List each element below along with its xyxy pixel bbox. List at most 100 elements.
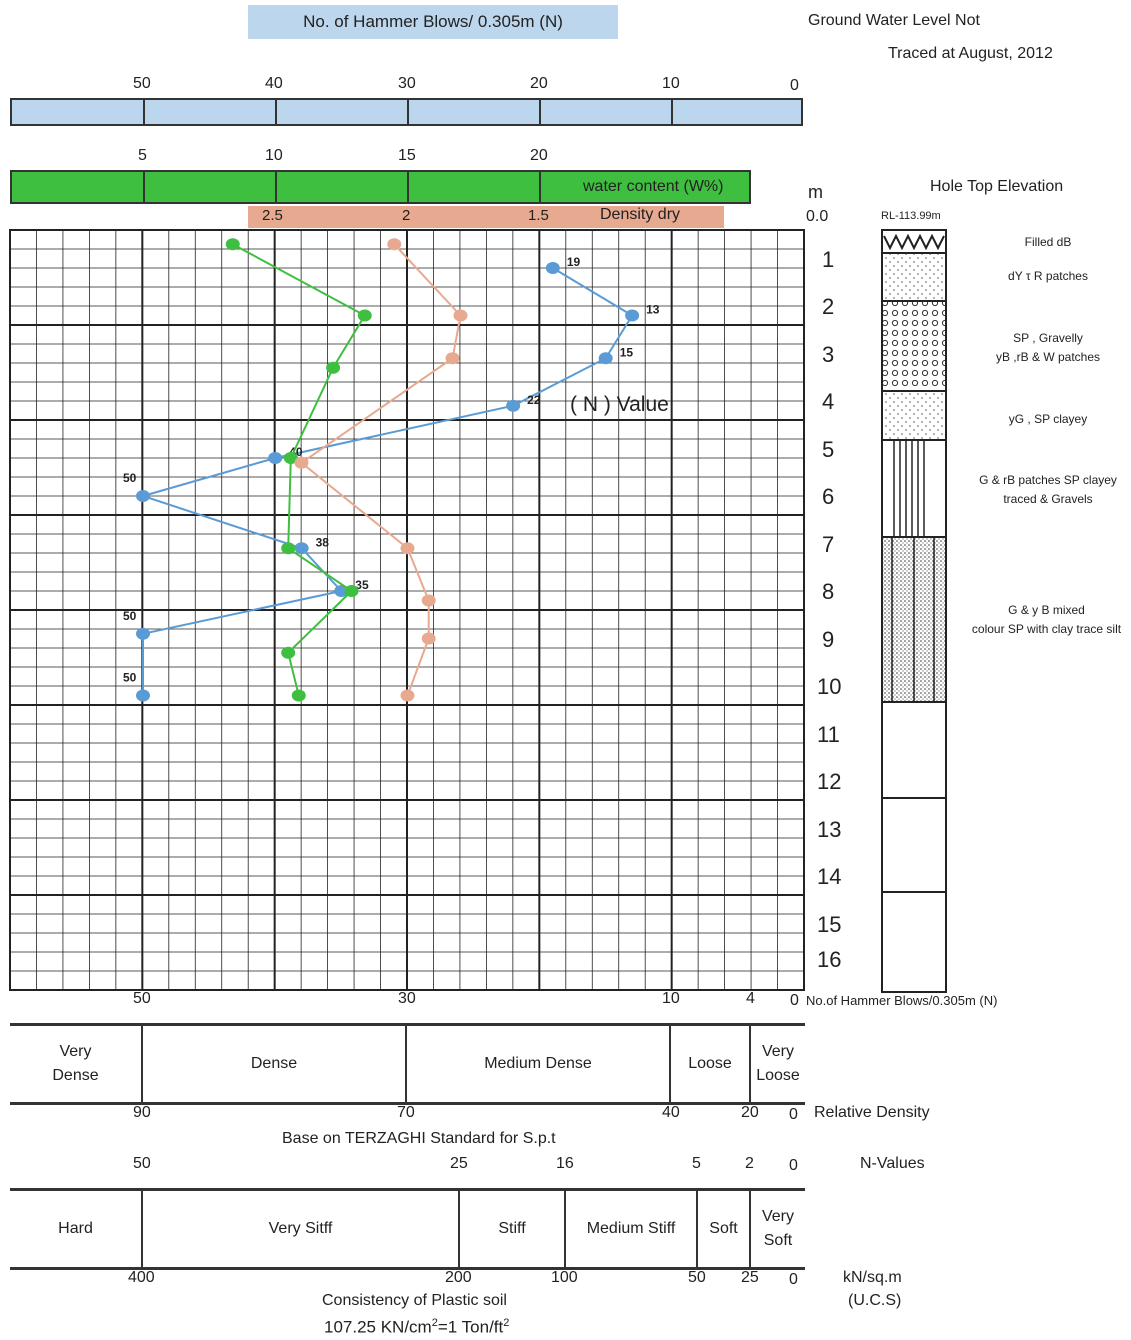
bottom-tick: 0 [790, 992, 799, 1009]
wc-tick: 15 [398, 147, 416, 164]
depth-label: 11 [817, 721, 840, 747]
soil-log-column [881, 229, 947, 993]
depth-label: 14 [817, 864, 842, 889]
nv-tick: 16 [556, 1155, 574, 1172]
series-line [299, 243, 462, 696]
data-point [136, 490, 150, 502]
soil-layer-desc: G & y B mixed colour SP with clay trace s… [971, 603, 1122, 636]
data-point [294, 456, 309, 469]
density-tick: 2.5 [262, 207, 283, 224]
consistency-table: Hard Very Sitff Stiff Medium Stiff Soft … [10, 1188, 805, 1270]
data-point [136, 627, 150, 640]
soil-layer-desc: SP , Gravelly yB ,rB & W patches [995, 331, 1101, 364]
rd-tick: 40 [662, 1104, 680, 1121]
n-tick: 50 [133, 75, 151, 92]
data-point [506, 399, 521, 412]
cs-tick: 400 [128, 1269, 155, 1286]
n-value-annotation: ( N ) Value [570, 393, 669, 416]
depth-label: 13 [817, 816, 842, 842]
data-label: 38 [316, 535, 330, 549]
data-point [334, 585, 349, 597]
series-line [232, 243, 367, 696]
data-point [283, 452, 298, 464]
depth-label: 2 [822, 294, 835, 319]
n-tick: 30 [398, 75, 416, 92]
soil-layer-desc: Filled dB [1024, 235, 1072, 249]
density-label: Density dry [600, 206, 681, 223]
depth-label: 16 [817, 947, 842, 972]
data-point [225, 238, 240, 251]
cs-tick: 50 [688, 1269, 706, 1286]
data-label: 35 [355, 578, 369, 592]
data-point [421, 632, 436, 645]
water-content-bar [10, 170, 751, 204]
ucs-unit: kN/sq.m [843, 1269, 902, 1286]
cs-tick: 200 [445, 1269, 472, 1286]
n-values-label: N-Values [860, 1155, 925, 1172]
bottom-tick: 4 [746, 990, 755, 1007]
data-point [545, 262, 560, 274]
n-tick: 40 [265, 75, 283, 92]
rd-tick: 70 [397, 1104, 415, 1121]
data-point [598, 352, 613, 365]
rd-medium-dense: Medium Dense [484, 1055, 592, 1072]
nv-tick: 25 [450, 1155, 468, 1172]
soil-layer-desc: dY τ R patches [1008, 269, 1088, 283]
depth-label: 4 [822, 389, 835, 414]
bottom-tick: 10 [662, 990, 680, 1007]
depth-zero: 0.0 [806, 208, 829, 225]
data-point [387, 238, 402, 251]
ucs-unit-abbr: (U.C.S) [848, 1292, 902, 1309]
cs-tick: 100 [551, 1269, 578, 1286]
depth-label: 15 [817, 911, 842, 937]
cs-medium-stiff: Medium Stiff [586, 1220, 676, 1237]
consistency-label: Consistency of Plastic soil [322, 1292, 507, 1309]
cs-tick: 25 [741, 1269, 759, 1286]
data-label: 19 [567, 255, 581, 269]
data-label: 50 [123, 471, 137, 485]
nv-tick: 50 [133, 1155, 151, 1172]
rd-very-loose: Very Loose [756, 1043, 800, 1084]
data-point [400, 542, 415, 555]
depth-label: 12 [817, 769, 842, 794]
data-point [625, 309, 640, 322]
depth-label: 6 [822, 484, 835, 509]
data-point [400, 689, 415, 702]
data-label: 22 [527, 393, 541, 407]
density-bar [248, 206, 724, 228]
series-line [139, 267, 634, 696]
density-tick: 1.5 [528, 207, 549, 224]
n-tick: 20 [530, 75, 548, 92]
cs-soft: Soft [709, 1220, 738, 1237]
depth-label: 3 [822, 341, 835, 367]
terzaghi-note: Base on TERZAGHI Standard for S.p.t [282, 1130, 556, 1147]
soil-layer-desc: G & rB patches SP clayey traced & Gravels [979, 473, 1117, 506]
cs-hard: Hard [58, 1220, 93, 1237]
depth-label: 1 [822, 246, 835, 272]
data-point [445, 352, 460, 365]
data-point [453, 309, 468, 322]
data-point [281, 646, 296, 659]
relative-density-label: Relative Density [814, 1104, 930, 1121]
data-point [421, 594, 436, 607]
wc-tick: 5 [138, 147, 147, 164]
hole-rl: RL-113.99m [881, 210, 941, 222]
rd-tick: 90 [133, 1104, 151, 1121]
gwl-note-line1: Ground Water Level Not [808, 12, 980, 29]
bottom-tick: 30 [398, 990, 416, 1007]
depth-label: 7 [822, 531, 835, 557]
data-point [326, 361, 341, 374]
data-label: 13 [646, 303, 660, 317]
unit-conversion: 107.25 KN/cm2=1 Ton/ft2 [324, 1317, 510, 1337]
bottom-tick: 50 [133, 990, 151, 1007]
nv-tick: 0 [789, 1157, 798, 1174]
data-point [357, 309, 372, 322]
cs-stiff: Stiff [498, 1220, 526, 1237]
depth-label: 8 [822, 579, 835, 604]
wc-tick: 20 [530, 147, 548, 164]
data-point [136, 689, 150, 702]
depth-label: 10 [817, 674, 842, 699]
rd-very-dense: Very Dense [52, 1043, 99, 1084]
